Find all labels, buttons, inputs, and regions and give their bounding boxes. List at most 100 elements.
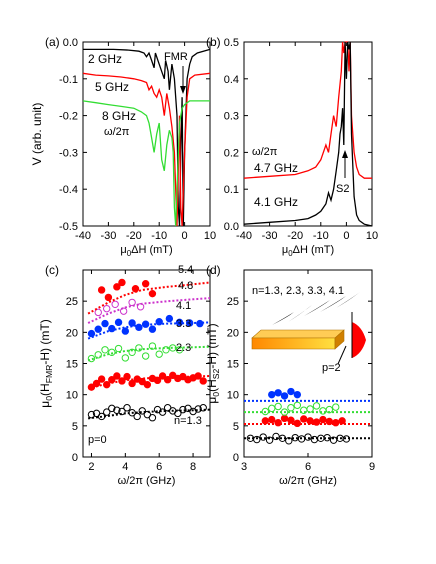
data-point bbox=[148, 289, 157, 298]
series-line bbox=[82, 100, 210, 227]
data-point bbox=[87, 354, 96, 363]
x-tick-label: -20 bbox=[126, 230, 142, 242]
data-point bbox=[101, 319, 109, 328]
data-point bbox=[136, 303, 145, 311]
data-point bbox=[97, 286, 106, 294]
arrow-head bbox=[180, 86, 186, 94]
data-point bbox=[163, 376, 172, 384]
data-point bbox=[128, 379, 136, 388]
data-point bbox=[274, 419, 282, 427]
y-tick-label: -0.5 bbox=[59, 221, 78, 233]
omega-label: ω/2π bbox=[104, 126, 130, 138]
series-label: 5.4 bbox=[178, 264, 193, 276]
data-point bbox=[135, 323, 143, 332]
y-tick-label: 0.3 bbox=[224, 111, 239, 123]
data-point bbox=[261, 407, 270, 416]
data-point bbox=[175, 318, 184, 327]
fit-line bbox=[87, 345, 211, 362]
arrow-head bbox=[342, 150, 348, 158]
data-point bbox=[141, 280, 150, 288]
x-tick-label: 3 bbox=[241, 461, 247, 473]
legend-2ghz: 2 GHz bbox=[88, 52, 122, 66]
y-tick-label: 0.5 bbox=[224, 37, 239, 49]
data-point bbox=[135, 344, 143, 352]
y-tick-label: 0.4 bbox=[224, 74, 239, 86]
data-point bbox=[300, 406, 308, 414]
data-point bbox=[323, 433, 331, 442]
panel-a: (a) -40 -30 -20 -10 0 10 0.0 -0.1 -0.2 -0.3 -0.4 -0.… bbox=[30, 35, 216, 258]
data-point bbox=[253, 435, 261, 444]
fit-line bbox=[87, 297, 211, 324]
data-point bbox=[274, 389, 282, 397]
data-point bbox=[119, 307, 128, 315]
data-point bbox=[162, 346, 170, 354]
data-point bbox=[304, 433, 312, 441]
data-point bbox=[111, 300, 119, 308]
data-point bbox=[174, 409, 182, 418]
data-point bbox=[114, 344, 123, 353]
data-point bbox=[319, 415, 327, 424]
y-tick-label: 25 bbox=[227, 296, 239, 308]
bar-side bbox=[334, 329, 345, 350]
fit-line bbox=[87, 408, 211, 420]
data-point bbox=[133, 412, 141, 421]
data-point bbox=[87, 410, 96, 419]
data-point bbox=[285, 437, 293, 445]
data-point bbox=[118, 278, 126, 287]
y-tick-label: -0.1 bbox=[59, 74, 78, 86]
data-point bbox=[113, 283, 121, 291]
plot-frame bbox=[82, 41, 211, 227]
data-point bbox=[128, 319, 136, 327]
data-point bbox=[278, 434, 287, 442]
data-point bbox=[261, 417, 270, 425]
data-point bbox=[87, 383, 96, 391]
data-point bbox=[128, 409, 136, 417]
series-line bbox=[243, 41, 372, 179]
x-tick-label: 6 bbox=[156, 461, 162, 473]
data-point bbox=[92, 379, 101, 388]
y-tick-label: 0 bbox=[233, 452, 239, 464]
y-axis-label: μ0(HFMR-H) (mT) bbox=[38, 319, 54, 407]
data-point bbox=[108, 348, 116, 356]
data-point bbox=[103, 304, 111, 313]
mode-profile bbox=[352, 322, 366, 358]
legend-4p7ghz: 4.7 GHz bbox=[254, 161, 298, 175]
x-tick-label: 10 bbox=[204, 230, 216, 242]
x-tick-label: -40 bbox=[236, 230, 252, 242]
data-point bbox=[310, 435, 319, 444]
plot-frame bbox=[243, 41, 373, 227]
data-point bbox=[123, 404, 131, 412]
series-label: 2.3 bbox=[176, 342, 191, 354]
data-point bbox=[158, 372, 167, 380]
data-point bbox=[118, 407, 126, 416]
data-point bbox=[114, 318, 123, 327]
series-line bbox=[82, 72, 211, 227]
data-point bbox=[165, 314, 174, 323]
y-tick-label: 20 bbox=[66, 327, 78, 339]
x-tick-label: 4 bbox=[122, 461, 128, 473]
data-point bbox=[280, 392, 289, 400]
x-axis-label: ω/2π (GHz) bbox=[279, 475, 337, 487]
data-point bbox=[287, 387, 295, 396]
data-point bbox=[259, 433, 267, 441]
spin-stroke bbox=[272, 312, 294, 325]
data-point bbox=[342, 435, 351, 443]
s2-label: S2 bbox=[336, 183, 349, 195]
x-axis-label: μ0ΔH (mT) bbox=[282, 244, 334, 258]
data-point bbox=[94, 308, 102, 317]
data-point bbox=[293, 419, 302, 428]
data-point bbox=[148, 414, 157, 422]
n-values-label: n=1.3, 2.3, 3.3, 4.1 bbox=[252, 285, 344, 297]
data-point bbox=[268, 390, 276, 399]
data-point bbox=[293, 401, 302, 409]
y-tick-label: 5 bbox=[72, 421, 78, 433]
y-tick-label: -0.4 bbox=[59, 184, 78, 196]
x-tick-label: -10 bbox=[313, 230, 329, 242]
y-tick-label: 10 bbox=[66, 390, 78, 402]
data-point bbox=[128, 348, 136, 356]
data-point bbox=[300, 415, 308, 423]
plot-frame bbox=[243, 269, 373, 458]
y-tick-label: 0.0 bbox=[63, 37, 78, 49]
data-point bbox=[148, 342, 157, 350]
p2-label: p=2 bbox=[322, 362, 341, 374]
